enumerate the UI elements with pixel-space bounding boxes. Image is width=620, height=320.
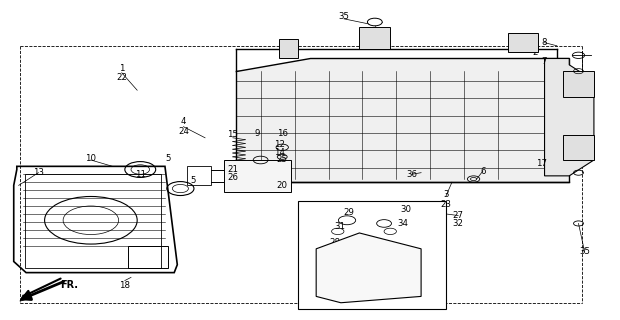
- Text: 18: 18: [119, 281, 130, 290]
- Polygon shape: [563, 71, 594, 97]
- Text: 23: 23: [440, 200, 451, 209]
- Text: 27: 27: [453, 211, 464, 220]
- Text: 34: 34: [397, 219, 408, 228]
- Text: 13: 13: [33, 168, 44, 177]
- Text: 35: 35: [579, 247, 590, 257]
- Text: 32: 32: [453, 219, 464, 228]
- Text: 12: 12: [273, 140, 285, 148]
- Text: 10: 10: [86, 154, 96, 163]
- Text: 14: 14: [273, 148, 285, 156]
- Text: 36: 36: [406, 170, 417, 179]
- Text: 24: 24: [178, 127, 189, 136]
- Polygon shape: [316, 233, 421, 303]
- Polygon shape: [279, 39, 298, 59]
- Text: 7: 7: [542, 57, 547, 66]
- Text: 9: 9: [255, 129, 260, 138]
- Text: 3: 3: [443, 190, 448, 199]
- Text: 28: 28: [329, 238, 340, 247]
- Text: 15: 15: [228, 130, 238, 139]
- Text: 33: 33: [329, 246, 340, 255]
- Text: FR.: FR.: [60, 280, 78, 290]
- Text: 4: 4: [180, 117, 186, 126]
- Polygon shape: [508, 33, 538, 52]
- Text: 22: 22: [116, 73, 127, 82]
- Text: 16: 16: [277, 129, 288, 138]
- Polygon shape: [544, 59, 594, 176]
- Text: 17: 17: [536, 159, 547, 168]
- Polygon shape: [224, 160, 291, 192]
- Text: 29: 29: [343, 208, 354, 217]
- Text: 31: 31: [334, 222, 345, 231]
- Polygon shape: [20, 295, 32, 301]
- Circle shape: [368, 18, 382, 26]
- Text: 25: 25: [277, 156, 288, 164]
- Text: 11: 11: [135, 170, 146, 179]
- Text: 21: 21: [228, 165, 238, 174]
- Text: 8: 8: [542, 38, 547, 47]
- Polygon shape: [298, 201, 446, 309]
- Polygon shape: [563, 135, 594, 160]
- Text: 35: 35: [339, 12, 350, 21]
- Text: 1: 1: [119, 63, 125, 73]
- Text: 5: 5: [166, 154, 171, 163]
- Polygon shape: [236, 59, 569, 182]
- Text: 2: 2: [533, 48, 538, 57]
- Text: 20: 20: [277, 181, 288, 190]
- Text: 6: 6: [480, 167, 485, 176]
- Text: 30: 30: [400, 205, 411, 214]
- Text: 19: 19: [579, 84, 590, 93]
- Text: 5: 5: [190, 176, 195, 185]
- Text: 26: 26: [228, 173, 238, 182]
- Polygon shape: [360, 27, 390, 49]
